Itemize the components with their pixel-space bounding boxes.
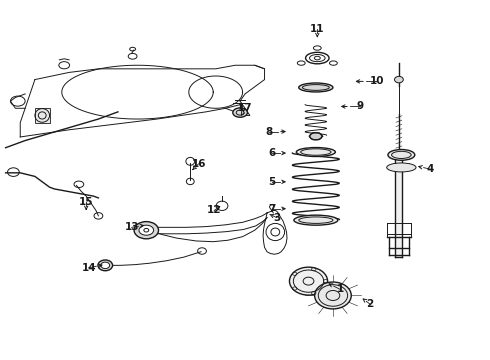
Polygon shape [395, 158, 402, 257]
Ellipse shape [388, 149, 415, 160]
Text: 13: 13 [124, 222, 139, 232]
Polygon shape [35, 108, 49, 123]
Ellipse shape [139, 225, 154, 235]
Text: 11: 11 [310, 24, 324, 35]
Text: 6: 6 [268, 148, 275, 158]
Ellipse shape [299, 83, 333, 92]
Text: 12: 12 [207, 206, 221, 216]
Text: 17: 17 [238, 103, 252, 113]
Text: 9: 9 [356, 102, 364, 112]
Ellipse shape [98, 260, 113, 271]
Ellipse shape [290, 267, 328, 295]
Ellipse shape [310, 133, 322, 140]
Ellipse shape [296, 148, 335, 157]
Ellipse shape [294, 215, 338, 225]
Text: 14: 14 [81, 263, 96, 273]
Text: 15: 15 [79, 197, 94, 207]
Text: 8: 8 [265, 127, 272, 136]
Ellipse shape [387, 163, 416, 172]
Ellipse shape [101, 262, 110, 269]
Text: 4: 4 [427, 164, 434, 174]
Ellipse shape [394, 76, 403, 83]
Text: 10: 10 [369, 76, 384, 86]
Ellipse shape [134, 222, 159, 239]
Text: 7: 7 [268, 204, 275, 214]
Text: 1: 1 [337, 284, 344, 294]
Ellipse shape [315, 282, 351, 309]
Text: 16: 16 [191, 159, 206, 169]
Text: 2: 2 [366, 299, 373, 309]
Text: 3: 3 [273, 213, 280, 222]
Ellipse shape [233, 108, 247, 117]
Text: 5: 5 [268, 177, 275, 187]
